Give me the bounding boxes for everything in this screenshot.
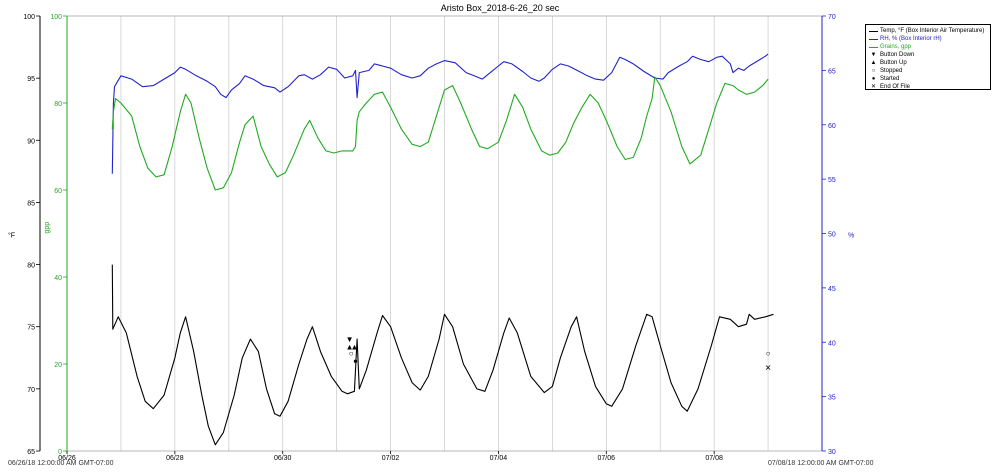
x-tick-label: 07/06 bbox=[598, 455, 616, 462]
x-tick-label: 07/08 bbox=[705, 455, 723, 462]
temp-tick-label: 90 bbox=[27, 138, 35, 145]
legend-item: ▼ Button Down bbox=[869, 51, 987, 59]
legend-item: Temp, °F (Box Interior Air Temperature) bbox=[869, 27, 987, 35]
legend-label: RH, % (Box Interior rH) bbox=[880, 36, 942, 42]
legend-item: RH, % (Box Interior rH) bbox=[869, 35, 987, 43]
rh-tick-label: 45 bbox=[828, 286, 836, 293]
events-layer: ▼▲▲○●○✕ bbox=[346, 335, 772, 373]
gpp-tick-label: 80 bbox=[54, 101, 62, 108]
legend-glyph: ▼ bbox=[870, 52, 877, 58]
legend-label: Button Up bbox=[880, 60, 907, 66]
event-marker: ● bbox=[353, 356, 358, 365]
temp-tick-label: 75 bbox=[27, 325, 35, 332]
gpp-tick-label: 0 bbox=[58, 449, 62, 456]
rh-axis-label: % bbox=[848, 233, 854, 240]
chart-title: Aristo Box_2018-6-26_20 sec bbox=[440, 3, 560, 13]
x-tick-label: 06/30 bbox=[274, 455, 292, 462]
legend-item: ✕ End Of File bbox=[869, 83, 987, 91]
temp-tick-label: 95 bbox=[27, 76, 35, 83]
legend-label: Stopped bbox=[880, 68, 903, 74]
series-layer bbox=[111, 53, 774, 446]
legend-glyph: ▲ bbox=[870, 60, 877, 66]
rh-tick-label: 50 bbox=[828, 232, 836, 239]
legend-swatch bbox=[869, 46, 878, 48]
temp-axis-label: °F bbox=[8, 232, 15, 240]
legend-glyph: ● bbox=[871, 76, 876, 82]
legend-label: Temp, °F (Box Interior Air Temperature) bbox=[880, 28, 985, 34]
gpp-tick-label: 40 bbox=[54, 275, 62, 282]
temp-tick-label: 100 bbox=[23, 14, 35, 21]
legend-label: Button Down bbox=[880, 52, 915, 58]
legend-label: End Of File bbox=[880, 84, 911, 90]
event-marker: ▼ bbox=[346, 335, 354, 344]
legend: Temp, °F (Box Interior Air Temperature) R… bbox=[865, 24, 991, 90]
rh-tick-label: 70 bbox=[828, 14, 836, 21]
event-marker: ▲ bbox=[346, 343, 354, 352]
gpp-tick-label: 100 bbox=[50, 14, 62, 21]
rh-tick-label: 65 bbox=[828, 68, 836, 75]
grid-layer bbox=[66, 15, 823, 452]
legend-item: ● Started bbox=[869, 75, 987, 83]
temp-tick-label: 70 bbox=[27, 387, 35, 394]
legend-label: Grains, gpp bbox=[880, 44, 912, 50]
gpp-tick-label: 20 bbox=[54, 362, 62, 369]
event-marker: ✕ bbox=[765, 364, 772, 373]
series-line-2 bbox=[111, 76, 769, 191]
legend-item: ▲ Button Up bbox=[869, 59, 987, 67]
event-marker: ○ bbox=[766, 349, 771, 358]
event-marker: ○ bbox=[349, 349, 354, 358]
event-marker: ▲ bbox=[350, 343, 358, 352]
range-start-label: 06/26/18 12:00:00 AM GMT-07:00 bbox=[8, 460, 114, 467]
x-tick-label: 07/04 bbox=[490, 455, 508, 462]
range-end-label: 07/08/18 12:00:00 AM GMT-07:00 bbox=[768, 460, 874, 467]
legend-item: Grains, gpp bbox=[869, 43, 987, 51]
legend-glyph: ✕ bbox=[870, 84, 877, 90]
temp-tick-label: 65 bbox=[27, 449, 35, 456]
rh-tick-label: 60 bbox=[828, 123, 836, 130]
rh-tick-label: 55 bbox=[828, 177, 836, 184]
legend-swatch bbox=[869, 38, 878, 40]
axes-layer: 65 70 75 80 85 90 95 100 °F 0 20 40 60 80 100 gpp 30 35 40… bbox=[8, 14, 854, 462]
rh-tick-label: 30 bbox=[828, 449, 836, 456]
x-tick-label: 06/28 bbox=[166, 455, 184, 462]
temp-tick-label: 80 bbox=[27, 263, 35, 270]
legend-label: Started bbox=[880, 76, 900, 82]
legend-swatch bbox=[869, 30, 878, 32]
legend-item: ○ Stopped bbox=[869, 67, 987, 75]
rh-tick-label: 35 bbox=[828, 395, 836, 402]
temp-tick-label: 85 bbox=[27, 200, 35, 207]
gpp-tick-label: 60 bbox=[54, 188, 62, 195]
gpp-axis-label: gpp bbox=[44, 222, 51, 234]
series-line-0 bbox=[111, 264, 774, 446]
x-tick-label: 07/02 bbox=[382, 455, 400, 462]
series-line-1 bbox=[111, 53, 769, 174]
x-tick-label: 06/26 bbox=[58, 455, 76, 462]
rh-tick-label: 40 bbox=[828, 340, 836, 347]
legend-glyph: ○ bbox=[871, 68, 876, 74]
